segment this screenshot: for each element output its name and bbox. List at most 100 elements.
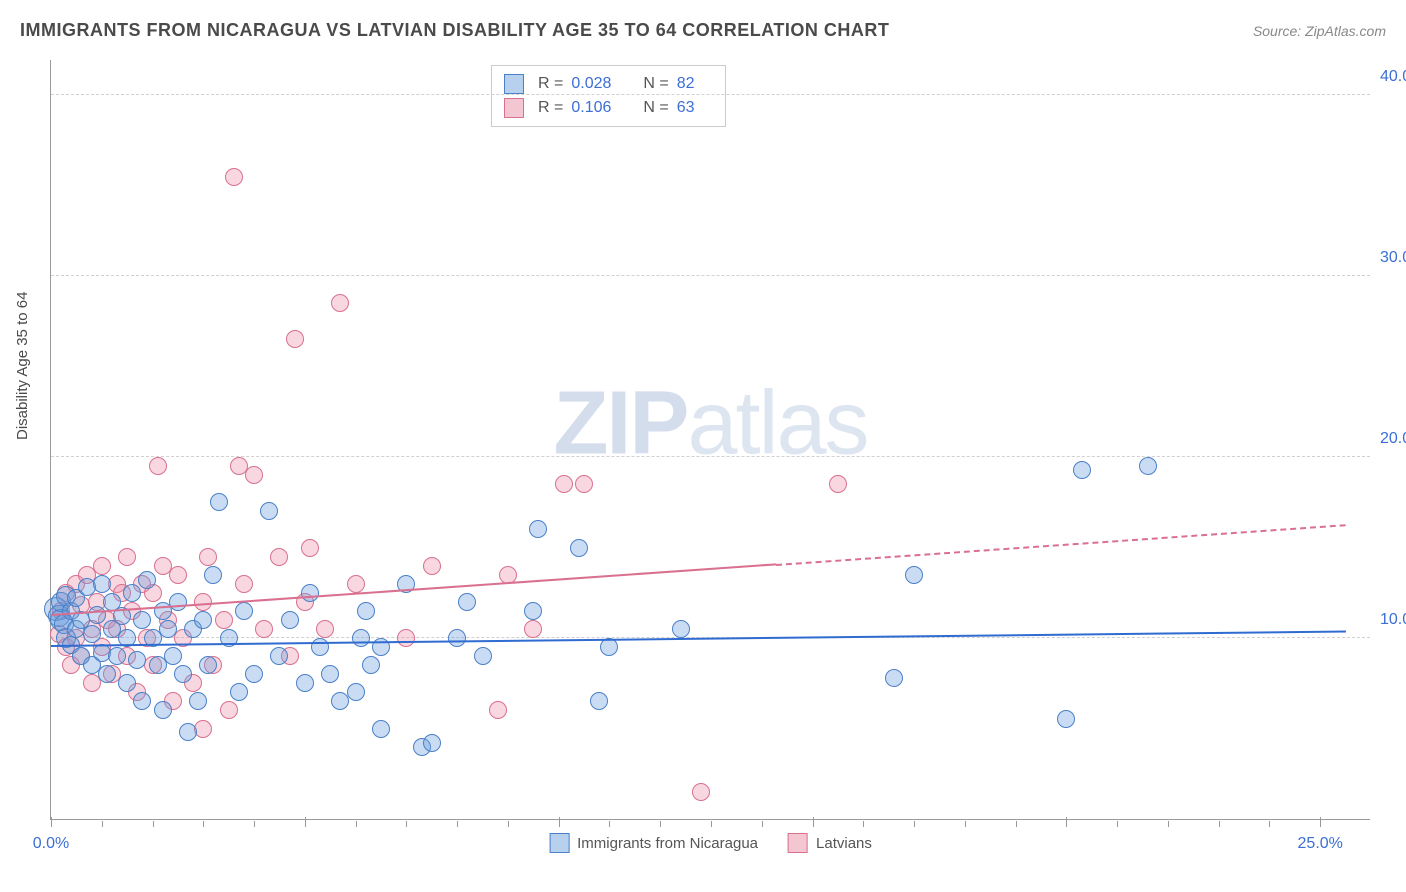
n-value-blue: 82 (677, 75, 695, 93)
plot-area: ZIPatlas R = 0.028 N = 82 R = 0.106 N = … (50, 60, 1370, 820)
pink-point (575, 475, 593, 493)
pink-point (316, 620, 334, 638)
blue-point (570, 539, 588, 557)
pink-point (692, 783, 710, 801)
pink-point (245, 466, 263, 484)
x-tick (914, 821, 915, 827)
n-value-pink: 63 (677, 99, 695, 117)
blue-point (1139, 457, 1157, 475)
x-tick (1168, 821, 1169, 827)
x-tick (356, 821, 357, 827)
grid-line (51, 94, 1370, 95)
blue-point (357, 602, 375, 620)
blue-point (133, 611, 151, 629)
pink-point (347, 575, 365, 593)
blue-point (164, 647, 182, 665)
y-tick-label: 20.0% (1380, 430, 1406, 448)
pink-point (194, 720, 212, 738)
swatch-blue (504, 74, 524, 94)
swatch-pink (504, 98, 524, 118)
x-tick-label-left: 0.0% (33, 835, 69, 853)
grid-line (51, 456, 1370, 457)
blue-point (133, 692, 151, 710)
stats-legend: R = 0.028 N = 82 R = 0.106 N = 63 (491, 65, 726, 127)
blue-point (347, 683, 365, 701)
blue-point (93, 575, 111, 593)
y-tick-label: 40.0% (1380, 68, 1406, 86)
pink-point (423, 557, 441, 575)
pink-point (489, 701, 507, 719)
blue-point (372, 720, 390, 738)
x-tick (305, 817, 306, 827)
x-tick (153, 821, 154, 827)
blue-point (204, 566, 222, 584)
pink-point (331, 294, 349, 312)
blue-point (88, 606, 106, 624)
blue-point (1073, 461, 1091, 479)
x-tick (1219, 821, 1220, 827)
stats-row-blue: R = 0.028 N = 82 (504, 72, 713, 96)
blue-point (301, 584, 319, 602)
blue-point (235, 602, 253, 620)
legend-item-pink: Latvians (788, 833, 872, 853)
n-label: N = (643, 75, 668, 93)
blue-point (210, 493, 228, 511)
pink-point (397, 629, 415, 647)
blue-point (905, 566, 923, 584)
pink-point (199, 548, 217, 566)
x-tick (813, 817, 814, 827)
pink-point (118, 548, 136, 566)
x-tick (254, 821, 255, 827)
pink-point (225, 168, 243, 186)
x-tick (406, 821, 407, 827)
blue-point (448, 629, 466, 647)
x-tick (1117, 821, 1118, 827)
pink-point (286, 330, 304, 348)
blue-point (245, 665, 263, 683)
x-tick (660, 821, 661, 827)
x-tick-label-right: 25.0% (1298, 835, 1343, 853)
x-tick (559, 817, 560, 827)
x-tick (1016, 821, 1017, 827)
r-label: R = (538, 75, 563, 93)
blue-point (154, 701, 172, 719)
pink-point (235, 575, 253, 593)
pink-point (270, 548, 288, 566)
x-tick (457, 821, 458, 827)
x-tick (863, 821, 864, 827)
blue-point (590, 692, 608, 710)
pink-point (829, 475, 847, 493)
blue-point (179, 723, 197, 741)
blue-point (83, 625, 101, 643)
blue-point (524, 602, 542, 620)
x-tick (1320, 817, 1321, 827)
blue-point (159, 620, 177, 638)
pink-point (169, 566, 187, 584)
blue-point (189, 692, 207, 710)
blue-point (169, 593, 187, 611)
source-attribution: Source: ZipAtlas.com (1253, 23, 1386, 39)
x-tick (508, 821, 509, 827)
stats-row-pink: R = 0.106 N = 63 (504, 96, 713, 120)
blue-point (194, 611, 212, 629)
x-tick (609, 821, 610, 827)
chart-title: IMMIGRANTS FROM NICARAGUA VS LATVIAN DIS… (20, 20, 889, 41)
blue-point (1057, 710, 1075, 728)
x-tick (762, 821, 763, 827)
x-tick (711, 821, 712, 827)
series-name-pink: Latvians (816, 835, 872, 852)
pink-trend-dash (776, 524, 1346, 566)
blue-point (138, 571, 156, 589)
pink-point (301, 539, 319, 557)
blue-point (123, 584, 141, 602)
blue-point (362, 656, 380, 674)
blue-point (260, 502, 278, 520)
blue-point (270, 647, 288, 665)
pink-point (555, 475, 573, 493)
blue-point (352, 629, 370, 647)
series-name-blue: Immigrants from Nicaragua (577, 835, 758, 852)
blue-point (474, 647, 492, 665)
blue-point (108, 647, 126, 665)
blue-point (321, 665, 339, 683)
x-tick (1066, 817, 1067, 827)
